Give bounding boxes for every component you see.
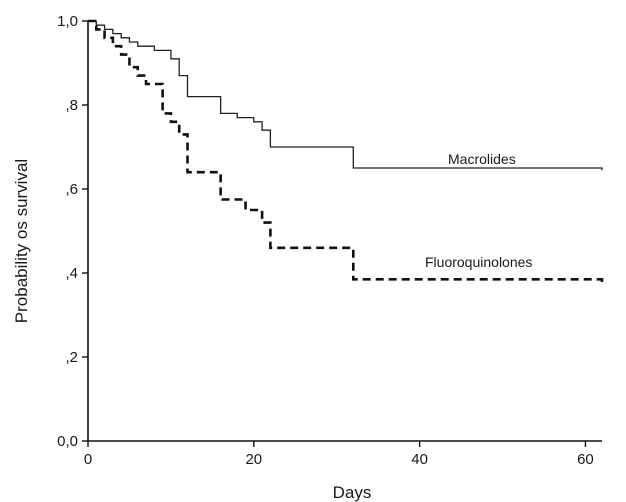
y-axis-title: Probability os survival — [12, 159, 31, 323]
series-line-fluoroquinolones — [88, 19, 604, 284]
x-tick-label: 0 — [84, 451, 92, 468]
series-layer — [88, 19, 604, 284]
y-tick-label: ,2 — [65, 349, 78, 366]
x-axis-title: Days — [333, 483, 372, 502]
y-tick-label: ,6 — [65, 181, 78, 198]
series-line-macrolides — [88, 20, 603, 171]
y-tick-label: 1,0 — [57, 13, 78, 30]
x-tick-label: 40 — [411, 451, 428, 468]
axes: 0 20 40 60 0,0 ,2 ,4 ,6 ,8 1,0 — [57, 13, 602, 468]
x-tick-label: 60 — [577, 451, 594, 468]
series-label-macrolides: Macrolides — [448, 151, 516, 167]
series-label-fluoroquinolones: Fluoroquinolones — [425, 254, 532, 270]
y-tick-label: 0,0 — [57, 433, 78, 450]
y-tick-label: ,4 — [65, 265, 78, 282]
y-tick-label: ,8 — [65, 97, 78, 114]
labels-layer: Days Probability os survival Macrolides … — [12, 151, 532, 502]
x-tick-label: 20 — [245, 451, 262, 468]
